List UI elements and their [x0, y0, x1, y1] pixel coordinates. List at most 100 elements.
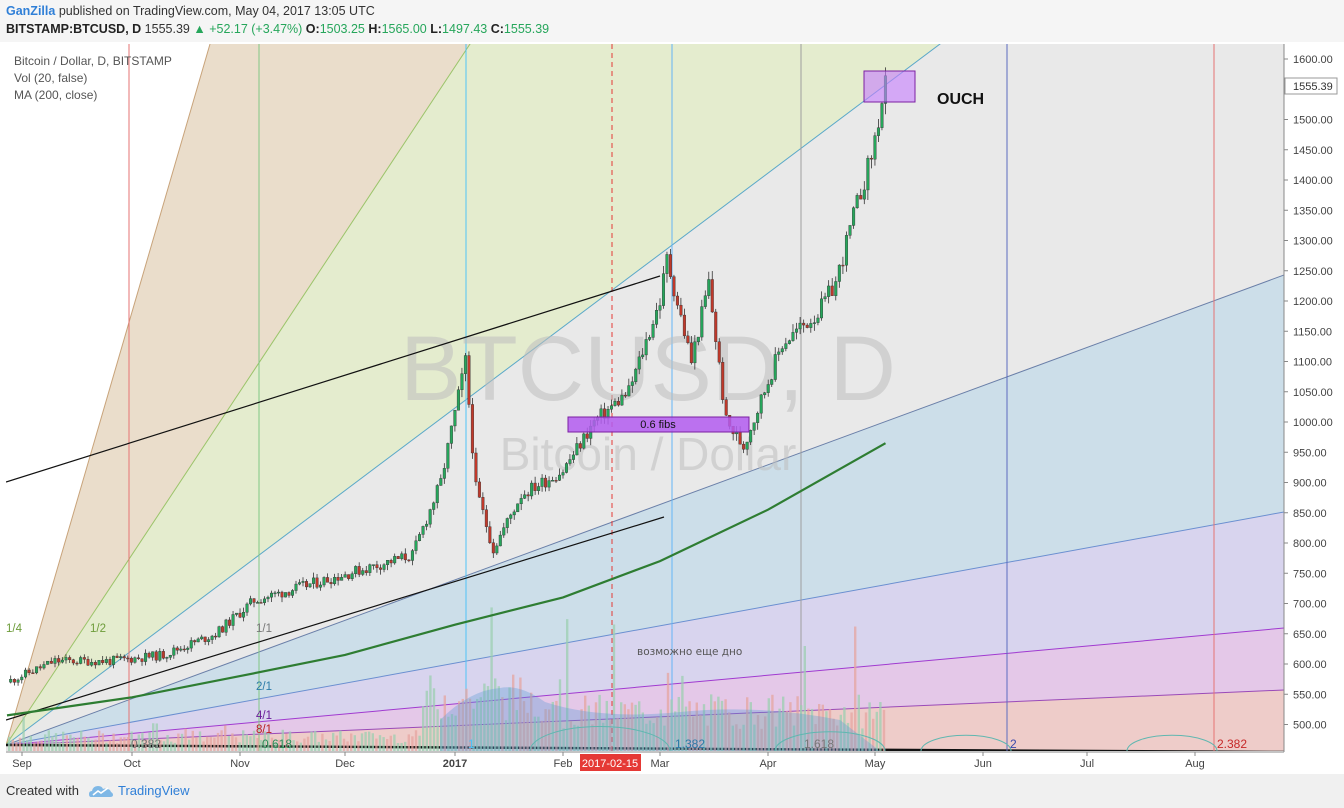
ouch-box	[863, 70, 916, 103]
volume-bar	[404, 741, 407, 751]
candle-body	[129, 657, 133, 663]
candle-body	[68, 657, 72, 660]
candle-body	[558, 474, 562, 481]
candle-body	[9, 679, 13, 683]
volume-bar	[674, 711, 677, 751]
candle-body	[284, 592, 288, 598]
candle-body	[752, 422, 756, 431]
candle-body	[136, 657, 140, 659]
volume-bar	[677, 696, 680, 751]
volume-bar	[814, 724, 817, 751]
volume-bar	[411, 736, 414, 751]
candle-body	[378, 567, 382, 570]
volume-bar	[864, 712, 868, 751]
volume-bar	[422, 706, 425, 751]
volume-bar	[836, 725, 839, 751]
volume-bar	[774, 726, 778, 751]
tradingview-brand[interactable]: TradingView	[118, 783, 190, 798]
y-tick-label: 600.00	[1293, 659, 1327, 671]
fan-line	[6, 44, 471, 746]
volume-bar	[134, 741, 137, 751]
volume-bar	[51, 735, 54, 751]
candle-body	[876, 127, 880, 136]
candle-body	[31, 672, 35, 674]
y-tick-label: 500.00	[1293, 720, 1327, 732]
volume-bar	[821, 704, 824, 751]
volume-bar	[580, 709, 583, 751]
volume-bar	[598, 694, 601, 751]
published-text: published on TradingView.com, May 04, 20…	[58, 4, 375, 18]
candle-body	[158, 651, 162, 661]
candle-body	[844, 235, 848, 266]
time-axis[interactable]: Sep Oct Nov Dec 2017 Feb Mar Apr May Jun Jul Aug	[12, 752, 1205, 770]
candle-body	[182, 648, 186, 651]
candle-body	[147, 652, 151, 658]
candle-body	[502, 527, 506, 536]
volume-bar	[512, 674, 515, 751]
fib-time-label: 0.382	[131, 737, 161, 751]
volume-bar	[782, 696, 785, 751]
candle-body	[298, 582, 302, 585]
candle-body	[852, 207, 856, 226]
volume-bar	[321, 733, 324, 751]
candle-body	[714, 311, 718, 342]
candle-body	[780, 348, 784, 353]
candle-body	[294, 583, 298, 591]
legend-line-1: Bitcoin / Dollar, D, BITSTAMP	[14, 54, 172, 68]
volume-bar	[108, 740, 112, 751]
volume-bar	[576, 725, 580, 751]
tradingview-logo-icon[interactable]	[88, 782, 114, 800]
volume-bar	[562, 728, 565, 751]
candle-body	[484, 509, 488, 527]
footer: Created with TradingView	[0, 774, 1344, 808]
fan-line	[6, 627, 1284, 746]
candle-body	[175, 647, 179, 651]
volume-bar	[76, 737, 79, 751]
volume-bar	[18, 737, 22, 751]
price-chart[interactable]: BTCUSD, D Bitcoin / Dollar 0.6 fibs OUCH…	[0, 42, 1344, 774]
volume-bar	[98, 730, 101, 751]
candle-body	[544, 477, 548, 488]
candle-body	[16, 679, 20, 683]
volume-bar	[252, 730, 256, 751]
volume-bar	[47, 730, 50, 751]
candle-body	[350, 573, 354, 579]
candle-body	[439, 478, 443, 486]
volume-bar	[263, 731, 266, 751]
candle-body	[315, 577, 319, 588]
candle-body	[873, 135, 877, 160]
candle-body	[710, 279, 714, 313]
volume-bar	[328, 740, 331, 751]
volume-bar	[684, 706, 688, 751]
candle-body	[616, 401, 620, 406]
volume-bar	[36, 741, 40, 751]
symbol-label: BITSTAMP:BTCUSD, D	[6, 22, 142, 36]
candle-body	[108, 659, 112, 665]
bottom-note: возможно еще дно	[637, 646, 742, 658]
y-tick-label: 900.00	[1293, 478, 1327, 490]
author-link[interactable]: GanZilla	[6, 4, 56, 18]
candle-body	[463, 355, 467, 374]
candle-body	[519, 498, 523, 505]
volume-bar	[792, 725, 796, 751]
close-value: 1555.39	[503, 22, 550, 36]
volume-bar	[515, 710, 518, 751]
candle-body	[270, 592, 274, 598]
candle-body	[12, 679, 16, 683]
volume-bar	[144, 739, 148, 751]
x-tick-label: Dec	[335, 758, 355, 770]
volume-bar	[630, 702, 634, 751]
volume-bar	[476, 698, 479, 751]
candle-body	[763, 392, 767, 396]
candle-body	[816, 317, 820, 323]
watermark-symbol: BTCUSD, D	[400, 318, 896, 420]
candle-body	[333, 577, 337, 585]
volume-bar	[450, 714, 454, 751]
fib-time-label: 2	[1010, 737, 1017, 751]
candle-body	[432, 502, 436, 510]
candle-body	[90, 662, 94, 666]
candle-body	[773, 354, 777, 380]
volume-bar	[530, 692, 533, 751]
price-axis[interactable]: 1600.001550.001500.001450.001400.001350.…	[1284, 54, 1333, 732]
volume-bar	[8, 736, 11, 751]
